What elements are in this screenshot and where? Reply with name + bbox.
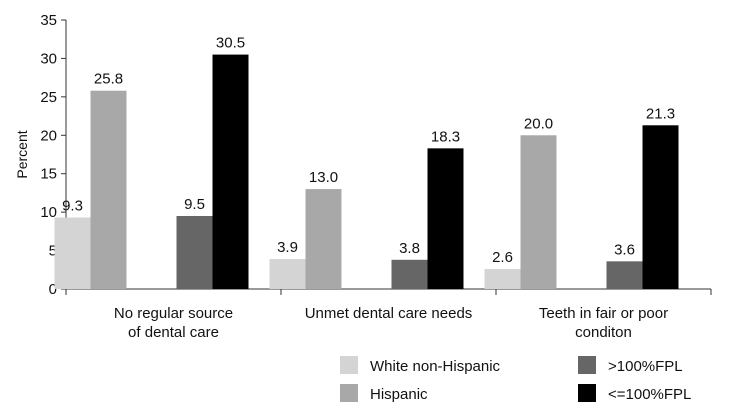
- bar: [176, 215, 213, 289]
- y-tick-label: 10: [40, 204, 57, 221]
- data-label: 13.0: [309, 169, 338, 186]
- legend-label: <=100%FPL: [608, 386, 691, 403]
- legend-swatch: [578, 356, 596, 374]
- legend-label: Hispanic: [370, 386, 428, 403]
- legend-swatch: [340, 384, 358, 402]
- bar: [305, 189, 342, 289]
- data-label: 3.9: [277, 239, 298, 256]
- bar: [427, 148, 464, 289]
- y-tick-label: 35: [40, 12, 57, 29]
- legend-item: Hispanic: [340, 384, 428, 403]
- bar: [269, 259, 306, 289]
- y-tick-label: 0: [49, 281, 57, 298]
- legend-label: >100%FPL: [608, 358, 683, 375]
- y-axis-title: Percent: [14, 130, 30, 178]
- legend-item: White non-Hispanic: [340, 356, 501, 375]
- bar: [642, 125, 679, 290]
- legend-item: >100%FPL: [578, 356, 683, 375]
- y-tick-label: 15: [40, 166, 57, 183]
- data-label: 30.5: [216, 35, 245, 52]
- axes: 0 5 10 15 20 25 30 35 Percent No regular source of…: [14, 12, 712, 341]
- data-label: 2.6: [492, 249, 513, 266]
- x-category-label: Unmet dental care needs: [305, 305, 473, 322]
- bar: [54, 217, 91, 289]
- bar: [90, 90, 127, 289]
- x-category-label: conditon: [575, 324, 632, 341]
- bar: [212, 54, 249, 290]
- data-label: 9.3: [62, 198, 83, 215]
- data-label: 18.3: [431, 128, 460, 145]
- data-label: 21.3: [646, 105, 675, 122]
- data-label: 25.8: [94, 71, 123, 88]
- bar: [520, 135, 557, 289]
- x-category-label: No regular source: [114, 305, 233, 322]
- data-label: 3.8: [399, 240, 420, 257]
- y-tick-label: 20: [40, 127, 57, 144]
- bar: [391, 259, 428, 289]
- legend-swatch: [340, 356, 358, 374]
- data-labels: 9.3 25.8 9.5 30.5 3.9 13.0 3.8 18.3 2.6 20.0 3.6 21…: [62, 35, 675, 266]
- legend: White non-Hispanic Hispanic >100%FPL <=100%…: [340, 356, 691, 403]
- y-tick-label: 5: [49, 243, 57, 260]
- data-label: 20.0: [524, 115, 553, 132]
- legend-item: <=100%FPL: [578, 384, 691, 403]
- data-label: 3.6: [614, 241, 635, 258]
- data-label: 9.5: [184, 196, 205, 213]
- legend-swatch: [578, 384, 596, 402]
- x-category-label: of dental care: [128, 324, 219, 341]
- bar: [484, 269, 521, 289]
- y-tick-label: 25: [40, 89, 57, 106]
- legend-label: White non-Hispanic: [370, 358, 501, 375]
- bar: [606, 261, 643, 289]
- x-category-label: Teeth in fair or poor: [539, 305, 668, 322]
- bars: [54, 54, 679, 290]
- y-tick-label: 30: [40, 50, 57, 67]
